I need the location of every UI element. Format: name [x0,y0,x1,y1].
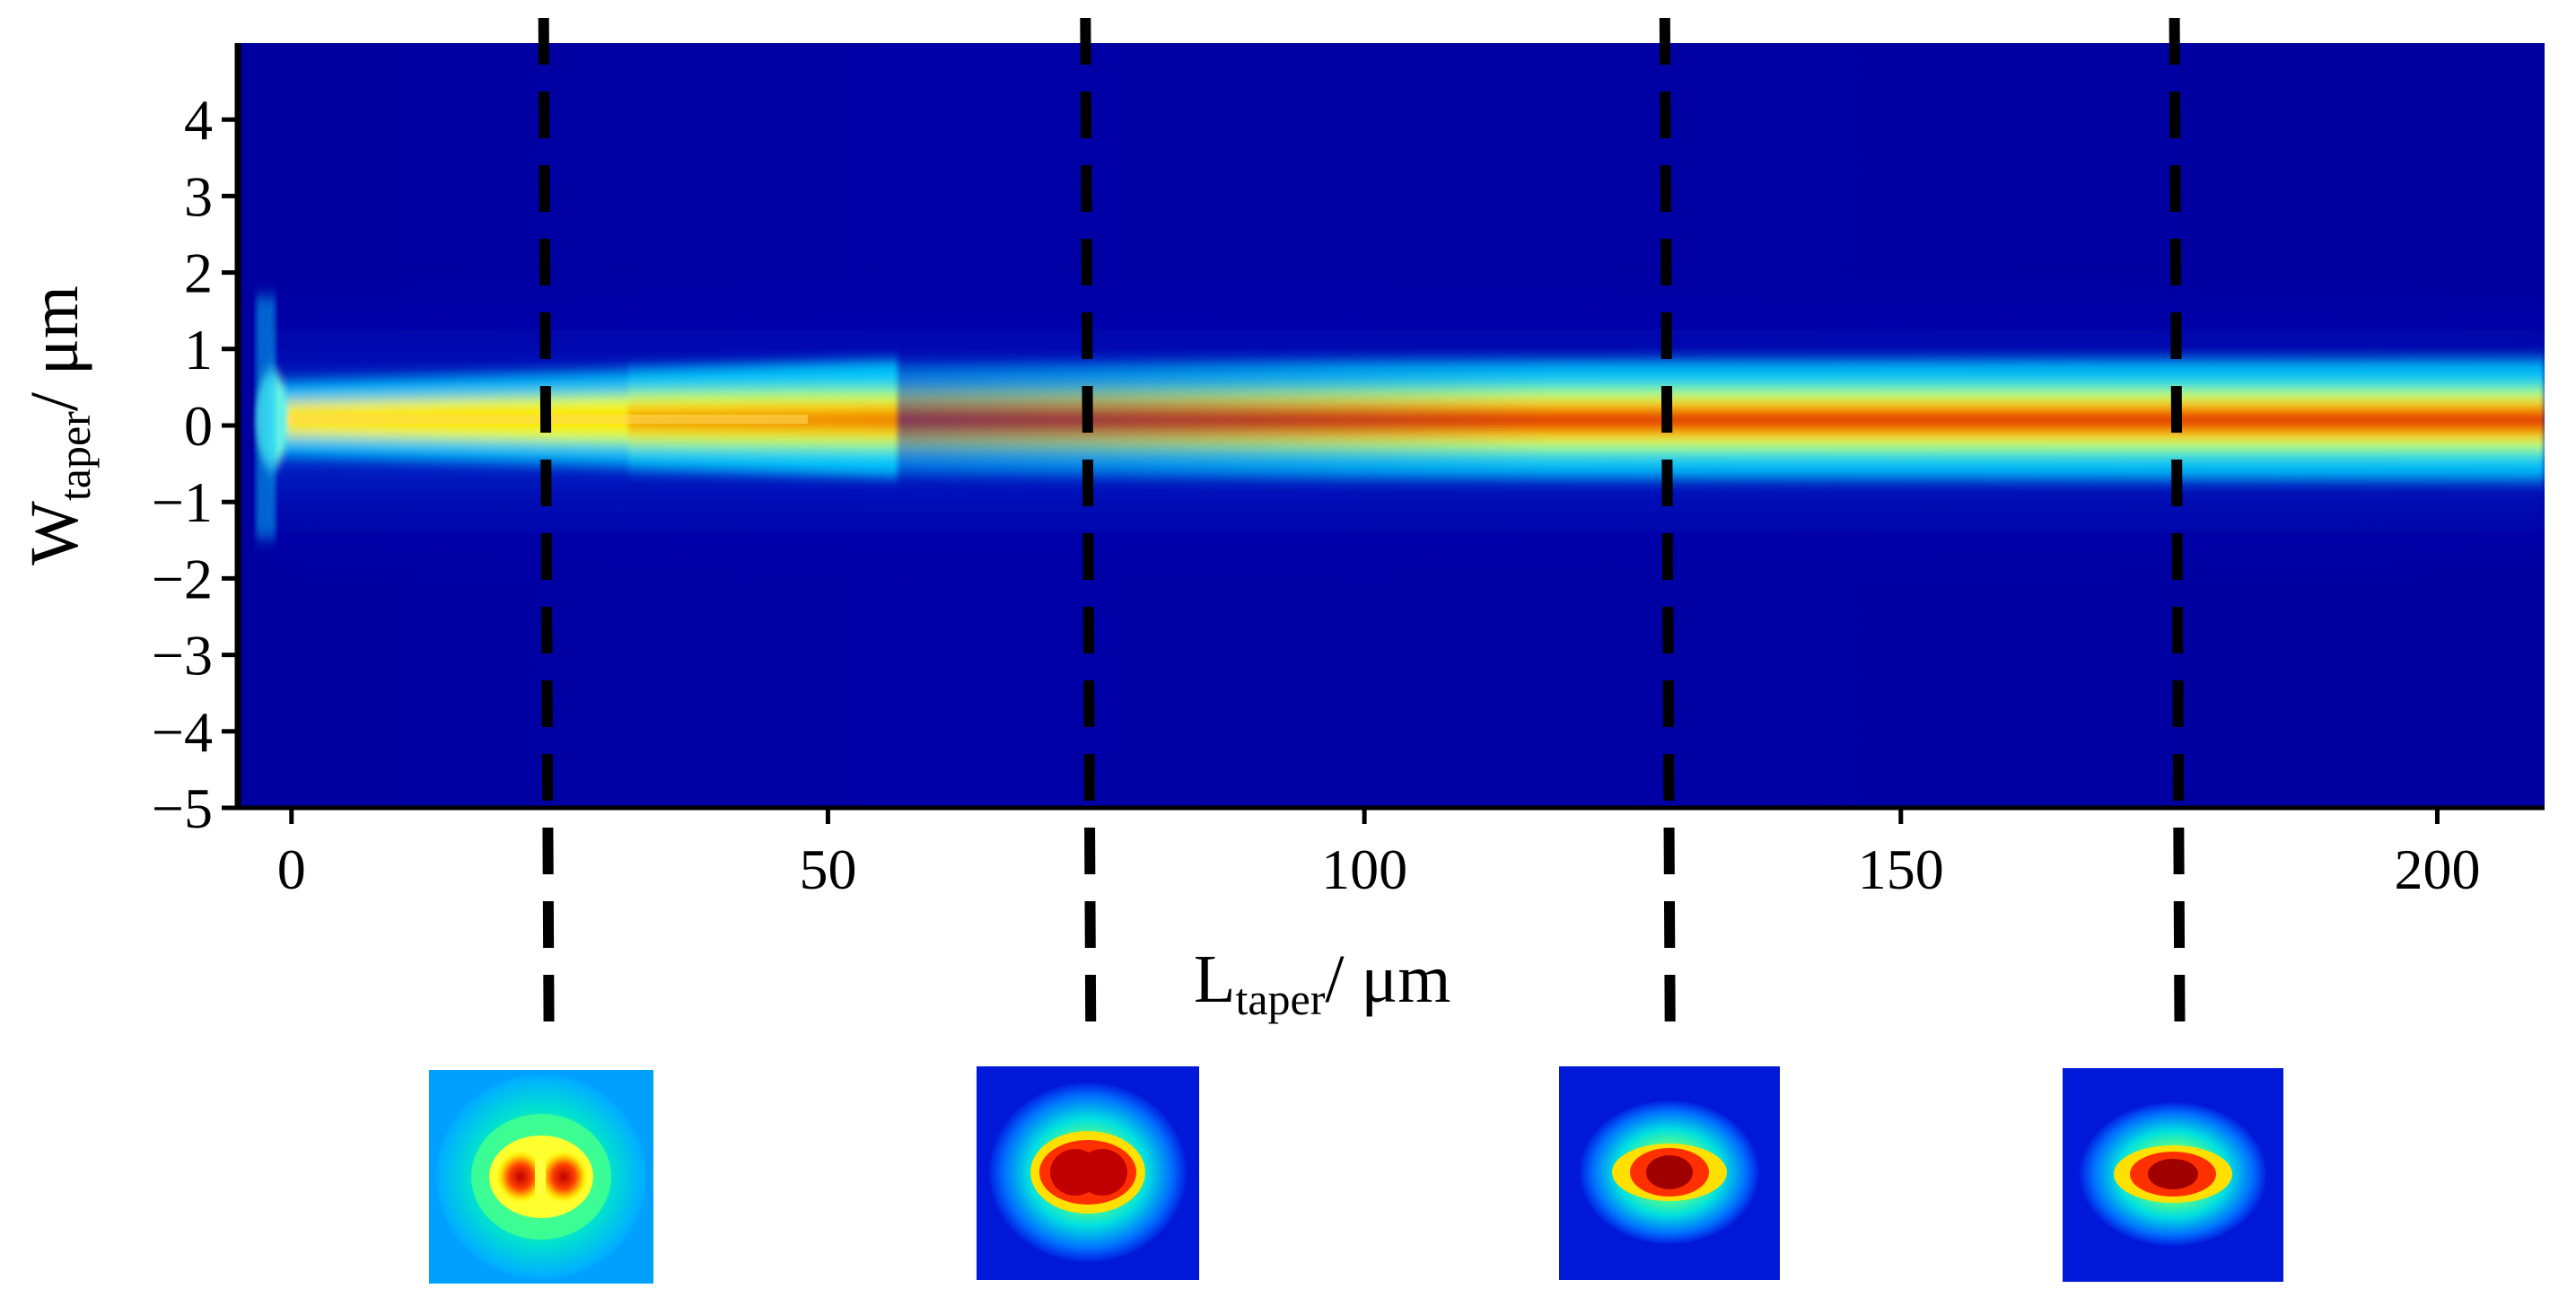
y-tick-label: 3 [184,164,213,228]
x-tick-label: 100 [1321,837,1407,901]
x-axis-label: Ltaper/ μm [1194,942,1450,1024]
x-tick-label: 200 [2394,837,2480,901]
mode-profile-1 [429,1070,653,1284]
y-tick-label: 4 [184,88,213,152]
y-tick-label: −3 [152,624,213,688]
y-tick-label: −2 [152,547,213,610]
mode-lobe-right [539,1150,589,1204]
mode-profile-2 [977,1066,1199,1280]
mode-profile-3 [1559,1066,1780,1280]
y-ticks: 4 3 2 1 0 −1 −2 −3 −4 −5 [152,88,238,840]
beam-core [628,359,2545,480]
y-tick-label: −5 [152,776,213,840]
x-ticks: 0 50 100 150 200 [277,808,2480,901]
mode-lobe-left [495,1150,546,1204]
cut-line [1080,17,1097,1044]
mode-profile-4 [2063,1068,2283,1282]
cut-line [538,17,555,1044]
cut-lines [538,17,2186,1044]
cut-line [2169,17,2186,1044]
heatmap [238,43,2545,808]
x-tick-label: 150 [1858,837,1944,901]
y-tick-label: 2 [184,241,213,305]
y-tick-label: 1 [184,318,213,381]
y-axis-label: Wtaper/ μm [17,285,100,565]
x-tick-label: 50 [799,837,856,901]
cut-line [1659,17,1676,1044]
start-edge [256,296,276,539]
y-tick-label: −1 [152,470,213,534]
x-tick-label: 0 [277,837,306,901]
y-tick-label: −4 [152,700,213,764]
y-tick-label: 0 [184,394,213,458]
